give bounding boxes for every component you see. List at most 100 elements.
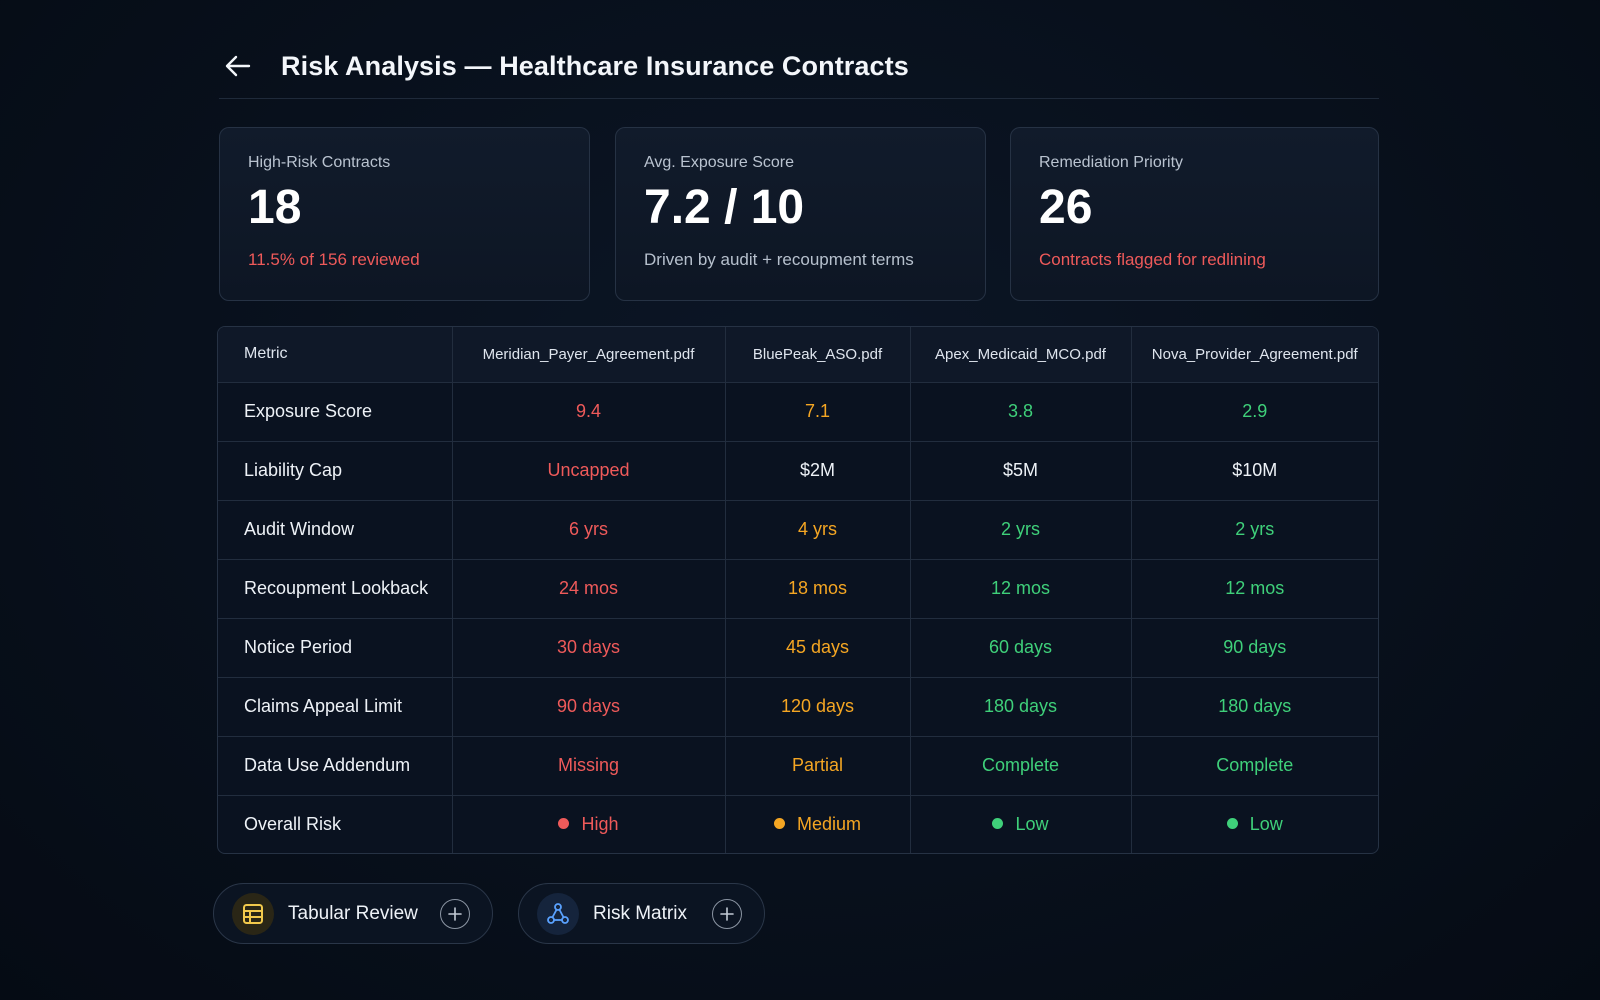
kpi-label: Remediation Priority — [1039, 154, 1184, 171]
cell-value: 180 days — [983, 696, 1058, 716]
metric-label: Audit Window — [218, 500, 453, 560]
table-cell: 3.8 — [910, 382, 1132, 442]
cell-value: 18 mos — [787, 578, 848, 598]
table-cell: 2 yrs — [910, 500, 1132, 560]
risk-table: Metric Meridian_Payer_Agreement.pdf Blue… — [217, 326, 1379, 854]
cell-value: 60 days — [988, 637, 1053, 657]
table-cell: 45 days — [725, 618, 911, 678]
risk-level: Low — [1015, 814, 1049, 835]
kpi-value: 18 — [248, 181, 302, 234]
plus-icon — [720, 907, 734, 921]
metric-label: Overall Risk — [218, 795, 453, 853]
table-cell: 120 days — [725, 677, 911, 737]
metric-label: Notice Period — [218, 618, 453, 678]
table-row: Notice Period 30 days 45 days 60 days 90 day… — [218, 618, 1378, 678]
back-button[interactable] — [221, 49, 255, 83]
kpi-card-remediation: Remediation Priority 26 Contracts flagge… — [1010, 127, 1379, 301]
table-row: Overall Risk High Medium Low Low — [218, 795, 1378, 853]
cell-value: 7.1 — [804, 401, 831, 421]
cell-value: $5M — [1002, 460, 1038, 480]
metric-label: Data Use Addendum — [218, 736, 453, 796]
table-cell: Low — [1131, 795, 1378, 853]
table-cell: 30 days — [452, 618, 726, 678]
cell-value: Complete — [1216, 755, 1294, 775]
risk-dot-icon — [1226, 818, 1238, 830]
cell-value: 2 yrs — [1000, 519, 1040, 539]
cell-value: 2.9 — [1242, 401, 1268, 421]
column-header-contract[interactable]: BluePeak_ASO.pdf — [725, 327, 911, 383]
cell-value: $2M — [799, 460, 835, 480]
risk-level: High — [581, 814, 619, 835]
add-risk-matrix-button[interactable] — [712, 899, 742, 929]
table-row: Liability Cap Uncapped $2M $5M $10M — [218, 441, 1378, 501]
table-icon — [243, 903, 263, 924]
table-cell: Low — [910, 795, 1132, 853]
metric-label: Recoupment Lookback — [218, 559, 453, 619]
cell-value: 3.8 — [1007, 401, 1034, 421]
kpi-subtext: Contracts flagged for redlining — [1039, 250, 1266, 269]
table-cell: 180 days — [1131, 677, 1378, 737]
cell-value: 12 mos — [1225, 578, 1285, 598]
column-header-contract[interactable]: Meridian_Payer_Agreement.pdf — [452, 327, 726, 383]
cell-value: 90 days — [1223, 637, 1287, 657]
cell-value: 6 yrs — [568, 519, 608, 539]
table-cell: 2 yrs — [1131, 500, 1378, 560]
table-cell: 60 days — [910, 618, 1132, 678]
arrow-left-icon — [225, 55, 251, 77]
page-title: Risk Analysis — Healthcare Insurance Con… — [281, 50, 909, 81]
column-header-contract[interactable]: Nova_Provider_Agreement.pdf — [1131, 327, 1378, 383]
metric-label: Exposure Score — [218, 382, 453, 442]
table-cell: 9.4 — [452, 382, 726, 442]
table-row: Recoupment Lookback 24 mos 18 mos 12 mos 12 … — [218, 559, 1378, 619]
risk-dot-icon — [558, 818, 570, 830]
table-cell: 2.9 — [1131, 382, 1378, 442]
cell-value: Uncapped — [547, 460, 630, 480]
cell-value: Missing — [557, 755, 619, 775]
cell-value: 4 yrs — [797, 519, 837, 539]
table-cell: 7.1 — [725, 382, 911, 442]
cell-value: 30 days — [556, 637, 621, 657]
tabular-review-button[interactable]: Tabular Review — [213, 883, 493, 944]
table-cell: Partial — [725, 736, 911, 796]
cell-value: $10M — [1232, 460, 1278, 480]
risk-matrix-button[interactable]: Risk Matrix — [518, 883, 765, 944]
risk-dot-icon — [773, 818, 785, 830]
table-cell: Uncapped — [452, 441, 726, 501]
metric-label: Liability Cap — [218, 441, 453, 501]
cell-value: Partial — [791, 755, 844, 775]
kpi-subtext: Driven by audit + recoupment terms — [644, 250, 914, 269]
table-cell: 12 mos — [910, 559, 1132, 619]
tabular-review-label: Tabular Review — [288, 902, 418, 924]
table-cell: Complete — [1131, 736, 1378, 796]
cell-value: 45 days — [785, 637, 850, 657]
plus-icon — [448, 907, 462, 921]
kpi-row: High-Risk Contracts 18 11.5% of 156 revi… — [219, 127, 1379, 301]
table-cell: Complete — [910, 736, 1132, 796]
cell-value: 90 days — [556, 696, 621, 716]
risk-level: Low — [1249, 814, 1283, 835]
table-cell: 6 yrs — [452, 500, 726, 560]
add-tabular-review-button[interactable] — [440, 899, 470, 929]
page: Risk Analysis — Healthcare Insurance Con… — [213, 0, 1379, 1000]
table-cell: 24 mos — [452, 559, 726, 619]
table-row: Data Use Addendum Missing Partial Complete C… — [218, 736, 1378, 796]
table-cell: High — [452, 795, 726, 853]
network-icon — [547, 902, 569, 924]
risk-matrix-label: Risk Matrix — [593, 902, 687, 924]
table-cell: 180 days — [910, 677, 1132, 737]
table-cell: 12 mos — [1131, 559, 1378, 619]
metric-label: Claims Appeal Limit — [218, 677, 453, 737]
risk-dot-icon — [992, 818, 1004, 830]
column-header-metric[interactable]: Metric — [218, 327, 453, 383]
table-row: Claims Appeal Limit 90 days 120 days 180 da… — [218, 677, 1378, 737]
kpi-value: 26 — [1039, 181, 1093, 234]
table-cell: $10M — [1131, 441, 1378, 501]
column-header-contract[interactable]: Apex_Medicaid_MCO.pdf — [910, 327, 1132, 383]
table-row: Exposure Score 9.4 7.1 3.8 2.9 — [218, 382, 1378, 442]
kpi-card-exposure: Avg. Exposure Score 7.2 / 10 Driven by a… — [615, 127, 986, 301]
cell-value: 9.4 — [575, 401, 602, 421]
cell-value: Complete — [981, 755, 1060, 775]
table-cell: 4 yrs — [725, 500, 911, 560]
cell-value: 120 days — [780, 696, 855, 716]
header-divider — [219, 98, 1379, 99]
